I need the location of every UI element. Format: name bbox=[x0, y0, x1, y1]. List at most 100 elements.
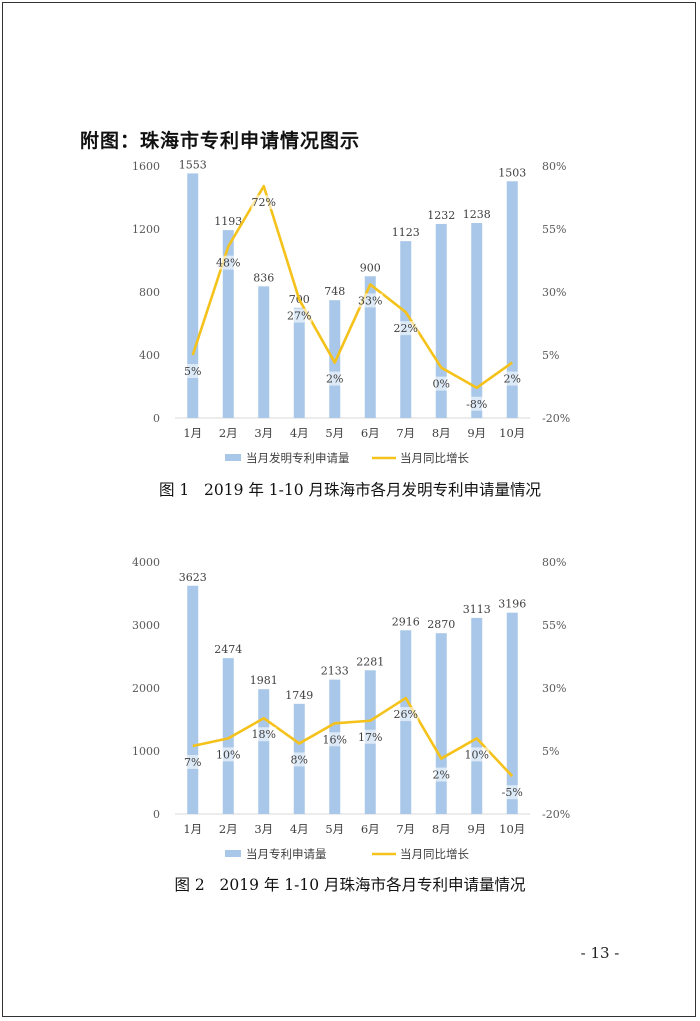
growth-label: 10% bbox=[216, 748, 240, 761]
bar-value-label: 900 bbox=[360, 261, 381, 274]
category-label: 4月 bbox=[290, 426, 309, 440]
bar bbox=[471, 617, 483, 814]
growth-label-backdrop bbox=[464, 747, 490, 762]
bar-value-label: 1232 bbox=[427, 209, 455, 222]
bar bbox=[329, 679, 341, 814]
bar bbox=[222, 230, 234, 418]
bar bbox=[506, 612, 518, 814]
left-axis-tick-label: 1200 bbox=[132, 223, 160, 236]
right-axis-tick-label: 5% bbox=[542, 745, 559, 758]
bar bbox=[329, 300, 341, 418]
category-label: 7月 bbox=[396, 426, 415, 440]
bar bbox=[435, 223, 447, 418]
right-axis-tick-label: 80% bbox=[542, 556, 566, 569]
category-label: 2月 bbox=[219, 822, 238, 836]
bar bbox=[258, 689, 270, 814]
category-label: 6月 bbox=[361, 822, 380, 836]
right-axis-tick-label: 55% bbox=[542, 619, 566, 632]
chart-2: 0 1000 2000 3000 4000 -20% 5% 30% 55% 80% 3623 2474… bbox=[132, 556, 570, 861]
bar-value-label: 748 bbox=[324, 285, 345, 298]
category-label: 8月 bbox=[432, 426, 451, 440]
bar bbox=[293, 307, 305, 418]
bar bbox=[364, 276, 376, 418]
growth-label-backdrop bbox=[503, 371, 522, 386]
bar-value-label: 1193 bbox=[214, 215, 242, 228]
right-axis-tick-label: -20% bbox=[542, 808, 570, 821]
right-axis-tick-label: 80% bbox=[542, 160, 566, 173]
bar-value-label: 2281 bbox=[356, 655, 384, 668]
left-axis-tick-label: 1000 bbox=[132, 745, 160, 758]
bar bbox=[471, 223, 483, 418]
legend-line-label: 当月同比增长 bbox=[400, 451, 469, 465]
chart-1-caption: 图 1 2019 年 1-10 月珠海市各月发明专利申请量情况 bbox=[158, 481, 542, 499]
category-label: 4月 bbox=[290, 822, 309, 836]
growth-label: 18% bbox=[252, 728, 276, 741]
legend-bar-swatch bbox=[225, 454, 241, 461]
growth-label: 10% bbox=[465, 748, 489, 761]
growth-label: 2% bbox=[326, 373, 343, 386]
bar bbox=[400, 630, 412, 814]
right-axis-tick-label: 30% bbox=[542, 286, 566, 299]
category-label: 5月 bbox=[325, 426, 344, 440]
bar-value-label: 3623 bbox=[179, 571, 207, 584]
growth-line bbox=[192, 696, 514, 778]
growth-label: -5% bbox=[502, 786, 523, 799]
growth-label-backdrop bbox=[322, 732, 348, 747]
category-label: 3月 bbox=[254, 822, 273, 836]
left-axis-tick-label: 3000 bbox=[132, 619, 160, 632]
growth-label: 2% bbox=[433, 769, 450, 782]
growth-label-backdrop bbox=[432, 767, 451, 782]
growth-label-backdrop bbox=[286, 308, 312, 323]
growth-label: 27% bbox=[287, 310, 311, 323]
growth-label-backdrop bbox=[357, 293, 383, 308]
bar-value-label: 2133 bbox=[321, 665, 349, 678]
chart-1: 0 400 800 1200 1600 -20% 5% 30% 55% 80% 1553 1193 83… bbox=[132, 158, 570, 465]
bar-value-label: 2870 bbox=[427, 618, 455, 631]
right-axis-tick-label: 55% bbox=[542, 223, 566, 236]
bar-value-label: 2916 bbox=[392, 615, 420, 628]
bar-value-label: 1123 bbox=[392, 226, 420, 239]
growth-label-backdrop bbox=[393, 321, 419, 336]
growth-label: 8% bbox=[291, 753, 308, 766]
left-axis-tick-label: 2000 bbox=[132, 682, 160, 695]
category-label: 1月 bbox=[183, 822, 202, 836]
left-axis-tick-label: 0 bbox=[153, 412, 160, 425]
bar-value-label: 1503 bbox=[498, 166, 526, 179]
category-label: 2月 bbox=[219, 426, 238, 440]
growth-label: 5% bbox=[184, 365, 201, 378]
growth-label: 33% bbox=[358, 294, 382, 307]
right-axis-tick-label: 5% bbox=[542, 349, 559, 362]
right-axis-tick-label: -20% bbox=[542, 412, 570, 425]
bar-value-label: 836 bbox=[253, 271, 274, 284]
legend-bar-swatch bbox=[225, 850, 241, 857]
page-number: - 13 - bbox=[580, 944, 620, 962]
bar bbox=[187, 585, 199, 814]
growth-label-backdrop bbox=[183, 364, 202, 378]
legend-line-label: 当月同比增长 bbox=[400, 847, 469, 861]
growth-label-backdrop bbox=[183, 754, 202, 769]
bar bbox=[258, 286, 270, 418]
legend-bar-label: 当月发明专利申请量 bbox=[246, 451, 350, 465]
bar bbox=[187, 173, 199, 418]
bar-value-label: 1238 bbox=[463, 208, 491, 221]
growth-label-backdrop bbox=[290, 752, 309, 767]
growth-label-backdrop bbox=[357, 729, 383, 744]
bar-value-label: 1553 bbox=[179, 158, 207, 171]
right-axis-tick-label: 30% bbox=[542, 682, 566, 695]
chart-2-caption: 图 2 2019 年 1-10 月珠海市各月专利申请量情况 bbox=[174, 876, 526, 894]
growth-label-backdrop bbox=[251, 727, 277, 742]
bar-value-label: 3113 bbox=[463, 603, 491, 616]
growth-label: -8% bbox=[466, 398, 487, 411]
growth-label: 48% bbox=[216, 257, 240, 270]
growth-label-backdrop bbox=[215, 255, 241, 270]
bar-value-label: 1749 bbox=[285, 689, 313, 702]
category-label: 9月 bbox=[467, 822, 486, 836]
left-axis-tick-label: 0 bbox=[153, 808, 160, 821]
growth-label: 72% bbox=[252, 196, 276, 209]
category-label: 6月 bbox=[361, 426, 380, 440]
bar bbox=[506, 181, 518, 418]
category-label: 9月 bbox=[467, 426, 486, 440]
page-heading: 附图：珠海市专利申请情况图示 bbox=[80, 130, 361, 152]
left-axis-tick-label: 1600 bbox=[132, 160, 160, 173]
